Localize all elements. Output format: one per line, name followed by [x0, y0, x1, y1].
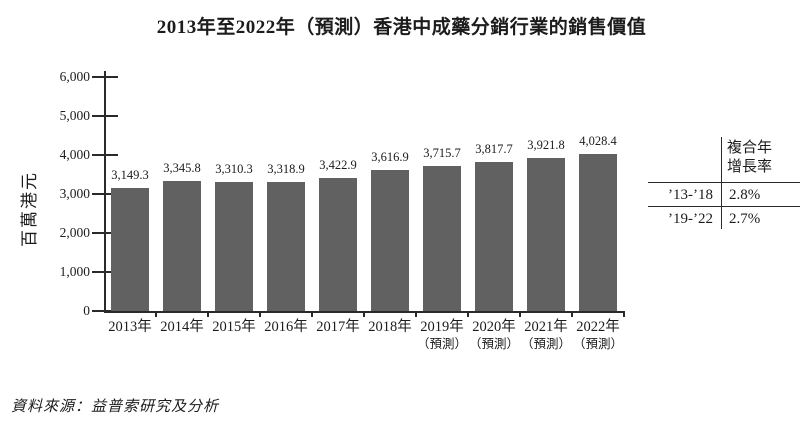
- bar-value-label: 3,817.7: [475, 142, 513, 157]
- bar: [371, 169, 409, 311]
- y-axis-tick: [91, 232, 118, 234]
- x-axis-tick: [155, 311, 157, 317]
- x-axis-tick: [363, 311, 365, 317]
- bar: [111, 188, 149, 311]
- x-axis-tick: [311, 311, 313, 317]
- x-axis-category-label: 2014年: [160, 319, 204, 335]
- x-axis-category-sublabel: （預測）: [520, 337, 571, 351]
- bar: [423, 166, 461, 311]
- source-note: 資料來源：益普索研究及分析: [11, 399, 220, 415]
- x-axis-category-sublabel: （預測）: [416, 337, 467, 351]
- y-axis-tick: [91, 271, 118, 273]
- bar-value-label: 3,422.9: [319, 157, 357, 172]
- y-axis-tick: [91, 193, 118, 195]
- y-axis-title: 百萬港元: [20, 171, 39, 247]
- chart-title: 2013年至2022年（預測）香港中成藥分銷行業的銷售價值: [156, 17, 647, 38]
- x-axis-category-label: 2013年: [108, 319, 152, 335]
- y-axis-tick-label: 3,000: [59, 186, 90, 201]
- x-axis-category-label: 2017年: [316, 319, 360, 335]
- x-axis-tick: [207, 311, 209, 317]
- y-axis-tick-label: 6,000: [59, 69, 90, 84]
- x-axis-category-label: 2015年: [212, 319, 256, 335]
- x-axis-category-sublabel: （預測）: [468, 337, 519, 351]
- x-axis-tick: [571, 311, 573, 317]
- bar: [527, 158, 565, 311]
- cagr-row-period: ’13-’18: [668, 187, 713, 203]
- cagr-header-line-1: 複合年: [727, 140, 773, 156]
- bar-value-label: 3,616.9: [371, 149, 409, 164]
- y-axis-tick: [91, 310, 118, 312]
- bar-value-label: 3,318.9: [267, 161, 305, 176]
- y-axis-tick: [91, 115, 118, 117]
- y-axis-tick: [91, 76, 118, 78]
- y-axis-tick-label: 0: [83, 303, 90, 318]
- x-axis-tick: [519, 311, 521, 317]
- bar-value-label: 3,149.3: [111, 168, 149, 183]
- x-axis-tick: [415, 311, 417, 317]
- bar: [163, 180, 201, 311]
- cagr-row-value: 2.7%: [729, 211, 761, 227]
- y-axis-line: [104, 71, 106, 311]
- cagr-row-period: ’19-’22: [668, 211, 713, 227]
- bar-value-label: 3,921.8: [527, 138, 565, 153]
- y-axis-tick-label: 5,000: [59, 108, 90, 123]
- bar: [215, 181, 253, 311]
- bar-value-label: 4,028.4: [579, 133, 617, 148]
- x-axis-tick: [259, 311, 261, 317]
- bar: [267, 181, 305, 311]
- cagr-table-horizontal-rule-1: [648, 182, 800, 184]
- x-axis-category-label: 2019年: [420, 319, 464, 335]
- x-axis-category-label: 2018年: [368, 319, 412, 335]
- bar: [579, 153, 617, 311]
- bar: [475, 162, 513, 311]
- cagr-table-horizontal-rule-2: [648, 206, 800, 208]
- y-axis-tick-label: 2,000: [59, 225, 90, 240]
- x-axis-category-label: 2021年: [524, 319, 568, 335]
- x-axis-category-sublabel: （預測）: [572, 337, 623, 351]
- x-axis-category-label: 2016年: [264, 319, 308, 335]
- bar-value-label: 3,310.3: [215, 161, 253, 176]
- cagr-table-header: 複合年 增長率: [727, 139, 799, 177]
- y-axis-tick: [91, 154, 118, 156]
- x-axis-category-label: 2020年: [472, 319, 516, 335]
- x-axis-category-label: 2022年: [576, 319, 620, 335]
- cagr-header-line-2: 增長率: [727, 159, 773, 175]
- x-axis-tick: [623, 311, 625, 317]
- x-axis-tick: [467, 311, 469, 317]
- bar-value-label: 3,715.7: [423, 146, 461, 161]
- y-axis-tick-label: 1,000: [59, 264, 90, 279]
- cagr-row-value: 2.8%: [729, 187, 761, 203]
- bar: [319, 177, 357, 311]
- bar-value-label: 3,345.8: [163, 160, 201, 175]
- y-axis-tick-label: 4,000: [59, 147, 90, 162]
